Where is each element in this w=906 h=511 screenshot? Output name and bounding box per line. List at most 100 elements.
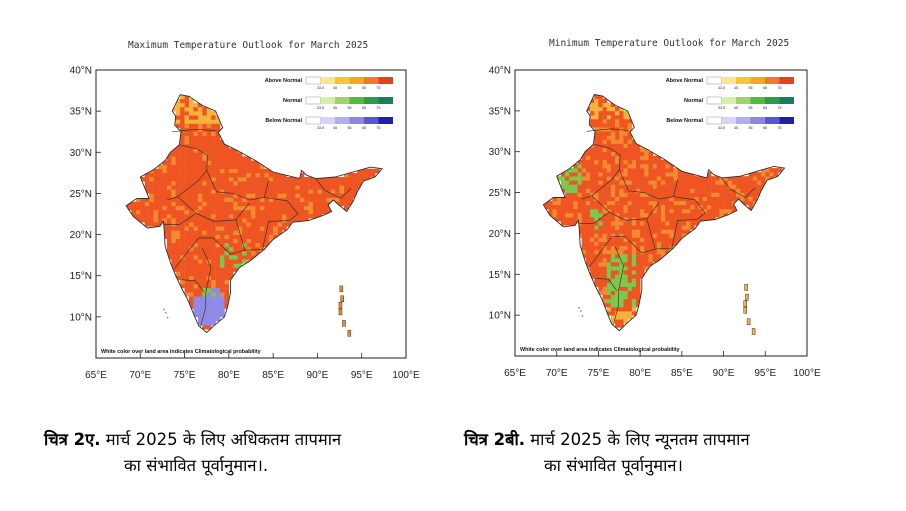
- grid-cell: [308, 193, 314, 198]
- grid-cell: [594, 282, 599, 287]
- grid-cell: [677, 237, 683, 242]
- grid-cell: [631, 147, 637, 152]
- grid-cell: [193, 152, 199, 157]
- grid-cell: [237, 197, 243, 202]
- grid-cell: [189, 111, 194, 116]
- grid-cell: [581, 249, 587, 255]
- grid-cell: [153, 197, 159, 202]
- grid-cell: [339, 193, 345, 198]
- grid-cell: [598, 131, 603, 136]
- grid-cell: [206, 164, 212, 169]
- grid-cell: [259, 234, 265, 239]
- grid-cell: [669, 164, 674, 169]
- grid-cell: [744, 188, 749, 193]
- grid-cell: [158, 209, 163, 215]
- grid-cell: [648, 164, 653, 169]
- grid-cell: [619, 302, 624, 308]
- grid-cell: [317, 189, 323, 194]
- grid-cell: [282, 222, 287, 227]
- grid-cell: [197, 164, 203, 169]
- grid-cell: [706, 172, 712, 177]
- grid-cell: [706, 208, 712, 214]
- grid-cell: [727, 208, 733, 214]
- grid-cell: [215, 214, 221, 219]
- grid-cell: [669, 233, 674, 238]
- grid-cell: [661, 184, 666, 189]
- grid-cell: [202, 230, 207, 235]
- grid-cell: [193, 144, 199, 149]
- grid-cell: [598, 221, 603, 226]
- grid-cell: [224, 181, 230, 186]
- grid-cell: [723, 200, 729, 206]
- grid-cell: [211, 246, 216, 252]
- grid-cell: [202, 279, 207, 285]
- grid-cell: [189, 300, 194, 305]
- grid-cell: [171, 107, 176, 112]
- country-outline: [125, 94, 383, 334]
- grid-cell: [581, 229, 587, 234]
- grid-cell: [184, 156, 190, 161]
- grid-cell: [640, 159, 645, 165]
- grid-cell: [615, 245, 620, 251]
- grid-cell: [255, 189, 261, 194]
- grid-cell: [237, 218, 243, 223]
- grid-cell: [197, 316, 203, 322]
- grid-cell: [606, 253, 612, 259]
- grid-cell: [573, 221, 578, 226]
- grid-cell: [242, 251, 247, 256]
- grid-cell: [184, 177, 190, 182]
- grid-cell: [619, 241, 624, 246]
- grid-cell: [636, 274, 641, 279]
- grid-cell: [228, 193, 234, 198]
- grid-cell: [581, 164, 587, 169]
- grid-cell: [180, 144, 185, 149]
- grid-cell: [259, 226, 265, 231]
- grid-cell: [661, 217, 666, 222]
- grid-cell: [255, 218, 261, 223]
- grid-cell: [610, 196, 616, 202]
- grid-cell: [656, 159, 662, 165]
- grid-cell: [211, 271, 216, 276]
- grid-cell: [590, 229, 595, 234]
- grid-cell: [304, 209, 309, 215]
- max-temp-map: 40°N35°N30°N25°N20°N15°N10°N65°E 70°E 75°E…: [70, 66, 420, 382]
- grid-cell: [569, 172, 574, 177]
- grid-cell: [215, 177, 221, 182]
- grid-cell: [206, 119, 212, 124]
- grid-cell: [694, 188, 699, 193]
- lat-tick-label: 40°N: [489, 66, 511, 77]
- grid-cell: [627, 147, 633, 152]
- grid-cell: [719, 188, 724, 193]
- grid-cell: [560, 204, 566, 210]
- grid-cell: [656, 225, 662, 230]
- grid-cell: [220, 275, 225, 281]
- grid-cell: [175, 164, 181, 169]
- grid-cell: [171, 234, 176, 239]
- grid-cell: [193, 193, 199, 198]
- grid-cell: [224, 201, 230, 207]
- grid-cell: [619, 311, 624, 316]
- grid-cell: [153, 214, 159, 219]
- grid-cell: [702, 184, 708, 189]
- grid-cell: [585, 180, 591, 185]
- grid-cell: [290, 185, 296, 190]
- grid-cell: [669, 221, 674, 226]
- grid-cell: [648, 168, 653, 173]
- grid-cell: [610, 123, 616, 128]
- grid-cell: [135, 214, 141, 219]
- state-boundary: [721, 177, 756, 198]
- grid-cell: [615, 172, 620, 177]
- grid-cell: [166, 177, 172, 182]
- grid-cell: [184, 242, 190, 248]
- grid-cell: [598, 266, 603, 271]
- grid-cell: [246, 209, 252, 215]
- grid-cell: [339, 201, 345, 207]
- grid-cell: [711, 184, 716, 189]
- grid-cell: [652, 249, 658, 255]
- grid-cell: [619, 143, 624, 148]
- grid-cell: [348, 201, 354, 207]
- state-boundary: [579, 211, 610, 224]
- state-boundary: [673, 196, 706, 220]
- grid-cell: [215, 144, 221, 149]
- grid-cell: [756, 188, 762, 193]
